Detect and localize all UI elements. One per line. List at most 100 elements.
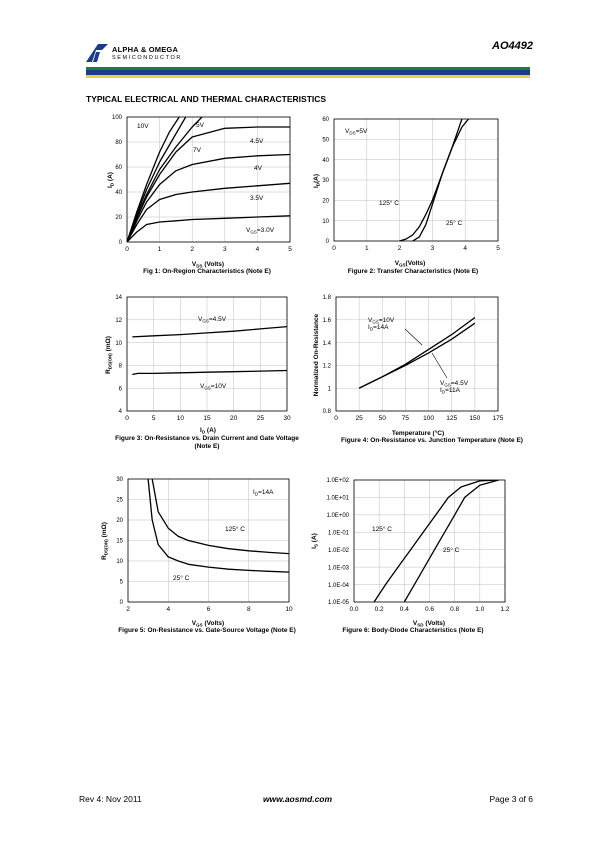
chart-1-annotation-10v: 10V [137, 123, 149, 130]
figure-5-caption: Figure 5: On-Resistance vs. Gate-Source … [118, 627, 296, 634]
part-number: AO4492 [492, 40, 533, 52]
chart-1-y-axis-label: ID (A) [107, 172, 115, 188]
chart-5-y-axis-label: RDS(ON) (mΩ) [101, 522, 109, 560]
chart-4-x-tick-label: 150 [469, 415, 480, 422]
chart-4-series-line [358, 322, 476, 389]
chart-1-y-tick-label: 0 [119, 240, 123, 246]
chart-3-series-line [132, 325, 287, 338]
chart-4-x-tick-label: 50 [379, 415, 387, 422]
chart-3-x-tick-label: 20 [230, 415, 238, 422]
chart-3-x-tick-label: 10 [177, 415, 185, 422]
chart-1-series-line [127, 215, 290, 242]
chart-3-x-axis-label: ID (A) [200, 427, 216, 435]
chart-6-x-tick-label: 0.8 [450, 606, 459, 613]
chart-1-plot [126, 116, 291, 243]
chart-5-annotation-125c: 125° C [225, 525, 245, 533]
chart-3-x-tick-label: 25 [257, 415, 265, 422]
chart-1-y-tick-label: 80 [115, 140, 122, 146]
chart-5-x-tick-label: 2 [126, 606, 130, 613]
chart-1-series-line [127, 153, 290, 242]
chart-6-x-axis-label: VSD (Volts) [413, 620, 445, 628]
chart-2-x-tick-label: 1 [365, 245, 369, 252]
chart-2-y-tick-label: 20 [322, 199, 329, 205]
chart-2-annotation-vds: VDS=5V [345, 128, 368, 136]
chart-3-y-tick-label: 4 [119, 409, 123, 415]
chart-5-y-tick-label: 5 [120, 580, 124, 586]
company-name: ALPHA & OMEGA [112, 45, 179, 54]
chart-5-series-line [151, 479, 289, 555]
chart-4-x-tick-label: 100 [423, 415, 434, 422]
chart-5-y-tick-label: 25 [116, 498, 123, 504]
chart-1-annotation-4.5v: 4.5V [250, 138, 264, 145]
section-title: TYPICAL ELECTRICAL AND THERMAL CHARACTER… [86, 94, 327, 104]
chart-1-series-line [127, 117, 180, 242]
chart-5-y-tick-label: 0 [120, 600, 124, 606]
chart-2-y-tick-label: 0 [326, 239, 330, 245]
figure-1-caption: Fig 1: On-Region Characteristics (Note E… [143, 268, 271, 275]
header-band-yellow [86, 75, 530, 78]
chart-2-y-axis-label: ID(A) [313, 174, 321, 188]
chart-3-x-tick-label: 0 [125, 415, 129, 422]
chart-2-y-tick-label: 40 [322, 158, 329, 164]
footer-website-link[interactable]: www.aosmd.com [262, 794, 333, 804]
chart-5-y-tick-label: 20 [116, 518, 123, 524]
chart-1-x-tick-label: 0 [125, 246, 129, 253]
chart-6-y-tick-label: 1.0E-03 [328, 565, 350, 571]
chart-2-x-tick-label: 5 [496, 245, 500, 252]
chart-2-x-tick-label: 3 [431, 245, 435, 252]
chart-4-leader-line-lower [431, 352, 448, 379]
chart-1-y-tick-label: 60 [115, 165, 122, 171]
chart-4-y-tick-label: 1.4 [323, 341, 332, 347]
figure-3-caption: Figure 3: On-Resistance vs. Drain Curren… [115, 435, 299, 450]
chart-6-y-tick-label: 1.0E+01 [326, 496, 349, 502]
chart-6-annotation-25c: 25° C [443, 546, 460, 554]
chart-4-y-axis-label: Normalized On-Resistance [313, 313, 320, 396]
chart-2-y-tick-label: 30 [322, 178, 329, 184]
chart-2-series-line [412, 119, 470, 241]
chart-2-frame [333, 118, 499, 242]
chart-3-y-axis-label: RDS(ON) (mΩ) [105, 336, 113, 374]
figure-2-caption: Figure 2: Transfer Characteristics (Note… [347, 268, 479, 275]
chart-1-annotation-5v: 5V [196, 122, 205, 129]
chart-6-x-tick-label: 0.2 [375, 606, 384, 613]
chart-2-y-tick-label: 60 [322, 117, 329, 123]
chart-1-y-tick-label: 20 [115, 215, 122, 221]
chart-6-x-tick-label: 1.2 [500, 606, 509, 613]
chart-1-annotation-7v: 7V [193, 147, 202, 154]
chart-5-y-tick-label: 15 [116, 539, 123, 545]
chart-1-y-tick-label: 40 [115, 190, 122, 196]
chart-5-x-tick-label: 4 [166, 606, 170, 613]
chart-3-plot [126, 296, 288, 412]
chart-1-x-tick-label: 4 [256, 246, 260, 253]
chart-3-x-tick-label: 30 [283, 415, 291, 422]
chart-2-plot [333, 118, 499, 242]
chart-6-y-tick-label: 1.0E+02 [326, 478, 349, 484]
chart-2-x-tick-label: 4 [463, 245, 467, 252]
chart-5-x-tick-label: 6 [207, 606, 211, 613]
chart-3-y-tick-label: 12 [115, 318, 122, 324]
chart-4-annotation-vgs-4.5v: VGS=4.5V [440, 380, 469, 388]
header-band-green [86, 67, 530, 70]
chart-5-y-tick-label: 10 [116, 559, 123, 565]
chart-3-x-tick-label: 5 [152, 415, 156, 422]
chart-3-y-tick-label: 10 [115, 341, 122, 347]
chart-5-x-axis-label: VGS (Volts) [192, 620, 224, 628]
chart-6-y-tick-label: 1.0E+00 [326, 513, 349, 519]
chart-6-y-axis-label: IS (A) [311, 533, 319, 549]
chart-6-frame [353, 479, 506, 603]
chart-4-annotation-vgs-10v: VGS=10V [368, 317, 395, 325]
chart-2-y-tick-label: 10 [322, 219, 329, 225]
chart-4-x-tick-label: 125 [446, 415, 457, 422]
chart-3-x-tick-label: 15 [203, 415, 211, 422]
chart-3-y-tick-label: 6 [119, 386, 123, 392]
chart-1-x-tick-label: 3 [223, 246, 227, 253]
chart-6-x-tick-label: 0.4 [400, 606, 409, 613]
chart-6-y-tick-label: 1.0E-01 [328, 530, 350, 536]
chart-6-series-line [373, 480, 499, 602]
chart-3-y-tick-label: 8 [119, 364, 123, 370]
chart-1-x-tick-label: 5 [288, 246, 292, 253]
chart-5-plot [127, 478, 290, 603]
chart-1-series-line [127, 126, 290, 242]
chart-2-y-tick-label: 50 [322, 138, 329, 144]
chart-2-annotation-25c: 25° C [446, 219, 463, 227]
